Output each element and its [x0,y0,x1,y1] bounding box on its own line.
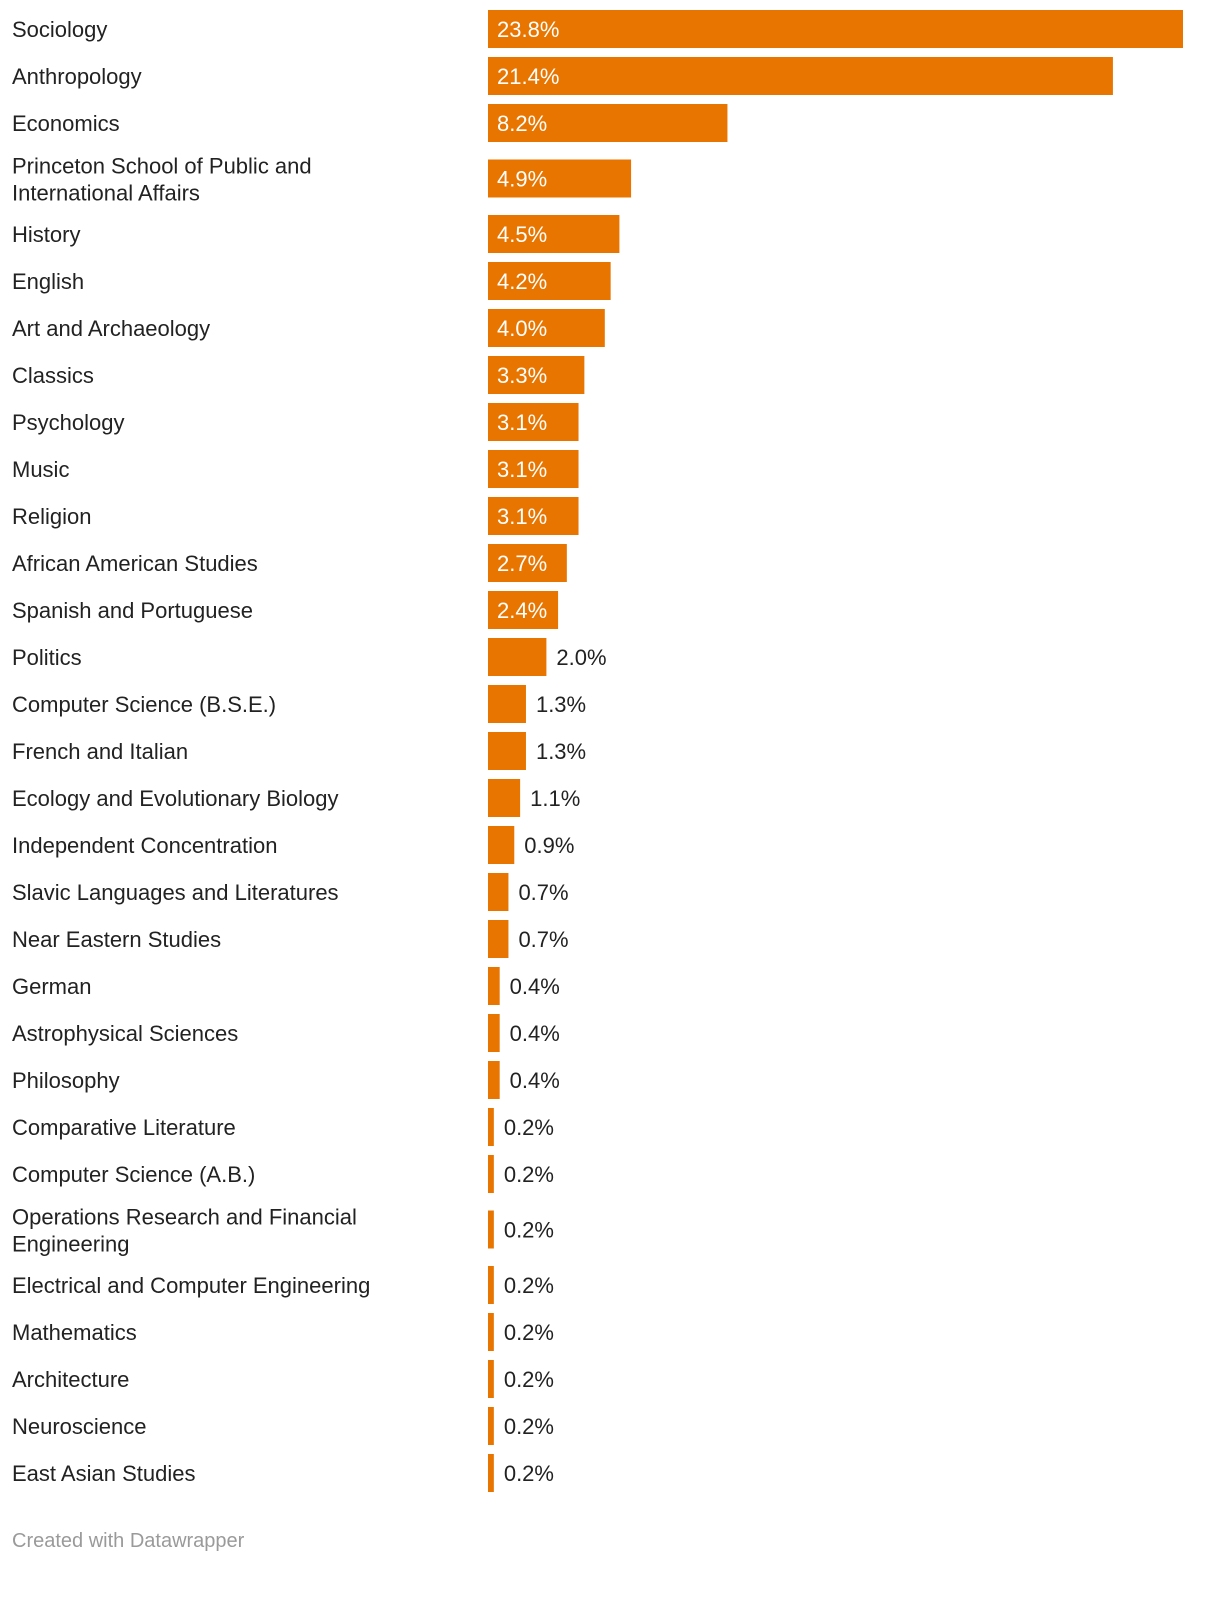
bar [488,873,509,911]
category-label: Neuroscience [12,1414,147,1439]
bar [488,920,509,958]
value-label: 2.7% [497,551,547,576]
category-label: Independent Concentration [12,833,277,858]
value-label: 0.9% [524,833,574,858]
category-label: Slavic Languages and Literatures [12,880,339,905]
value-label: 3.1% [497,457,547,482]
bar [488,544,567,582]
value-label: 4.9% [497,167,547,192]
category-label: Architecture [12,1367,129,1392]
category-label: Near Eastern Studies [12,927,221,952]
category-label: Classics [12,363,94,388]
value-label: 2.4% [497,598,547,623]
category-label: German [12,974,91,999]
bar [488,450,579,488]
value-label: 0.7% [518,880,568,905]
category-label: Psychology [12,410,125,435]
category-label: Sociology [12,17,107,42]
value-label: 0.4% [510,1021,560,1046]
bar [488,309,605,347]
value-label: 21.4% [497,64,559,89]
bar [488,779,521,817]
category-label: Electrical and Computer Engineering [12,1273,370,1298]
value-label: 1.3% [536,739,586,764]
category-label: Computer Science (B.S.E.) [12,692,276,717]
category-label: Computer Science (A.B.) [12,1162,255,1187]
category-label: Politics [12,645,82,670]
value-label: 0.2% [504,1162,554,1187]
bar [488,1454,494,1492]
value-label: 0.2% [504,1320,554,1345]
bar [488,1108,494,1146]
value-label: 0.4% [510,974,560,999]
category-label: History [12,222,80,247]
value-label: 8.2% [497,111,547,136]
bar [488,1014,500,1052]
bar [488,685,526,723]
category-label: Music [12,457,69,482]
category-label: Spanish and Portuguese [12,598,253,623]
value-label: 0.2% [504,1218,554,1243]
value-label: 0.2% [504,1115,554,1140]
bar [488,215,620,253]
bar [488,403,579,441]
value-label: 0.7% [518,927,568,952]
bar [488,826,515,864]
value-label: 0.2% [504,1461,554,1486]
bar [488,10,1183,48]
category-label: Art and Archaeology [12,316,210,341]
value-label: 4.5% [497,222,547,247]
value-label: 0.2% [504,1367,554,1392]
value-label: 0.2% [504,1414,554,1439]
category-label: Princeton School of Public and Internatio… [12,154,312,206]
category-label: Ecology and Evolutionary Biology [12,786,339,811]
value-label: 4.2% [497,269,547,294]
bar [488,1407,494,1445]
bar [488,159,632,198]
value-label: 0.4% [510,1068,560,1093]
category-label: East Asian Studies [12,1461,195,1486]
category-label: Operations Research and Financial Enginee… [12,1205,357,1257]
bar [488,1155,494,1193]
bar [488,1210,494,1249]
category-label: Comparative Literature [12,1115,236,1140]
bar [488,356,585,394]
bar [488,732,526,770]
bar [488,591,559,629]
value-label: 1.3% [536,692,586,717]
value-label: 1.1% [530,786,580,811]
category-label: French and Italian [12,739,188,764]
value-label: 23.8% [497,17,559,42]
bar [488,1313,494,1351]
category-label: Economics [12,111,120,136]
category-label: Anthropology [12,64,142,89]
bar [488,638,547,676]
value-label: 3.1% [497,504,547,529]
bar [488,57,1113,95]
category-label: Philosophy [12,1068,120,1093]
category-label: Mathematics [12,1320,137,1345]
value-label: 2.0% [556,645,606,670]
category-label: English [12,269,84,294]
bar [488,1061,500,1099]
value-label: 3.3% [497,363,547,388]
bar [488,967,500,1005]
footer-credit: Created with Datawrapper [12,1530,245,1552]
bar-chart: Sociology 23.8% Anthropology 21.4% Economics… [12,10,1183,1492]
value-label: 4.0% [497,316,547,341]
bar [488,497,579,535]
bar [488,1266,494,1304]
category-label: Astrophysical Sciences [12,1021,238,1046]
bar [488,104,728,142]
category-label: Religion [12,504,92,529]
value-label: 3.1% [497,410,547,435]
bar [488,1360,494,1398]
category-label: African American Studies [12,551,258,576]
bar [488,262,611,300]
value-label: 0.2% [504,1273,554,1298]
